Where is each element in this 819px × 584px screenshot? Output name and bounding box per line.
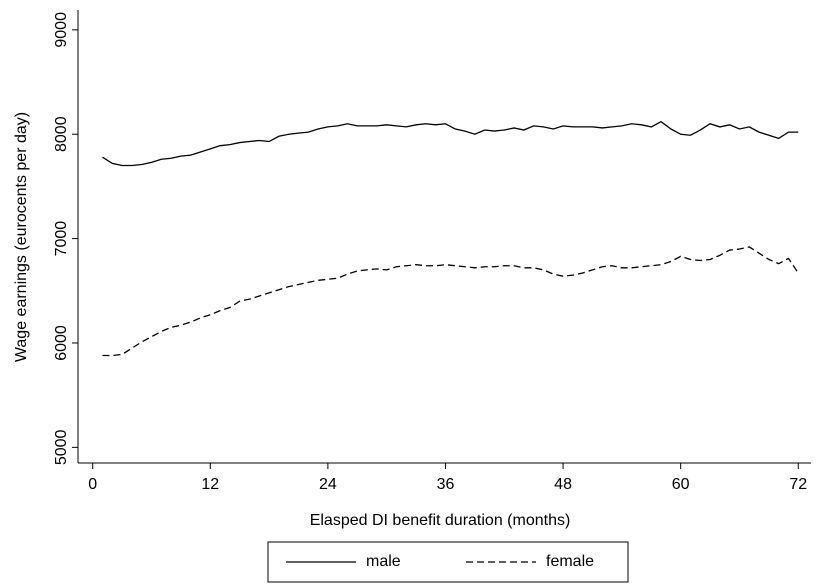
x-tick-label: 60 bbox=[672, 476, 690, 493]
x-tick-label: 72 bbox=[789, 476, 807, 493]
series-line bbox=[102, 246, 799, 357]
x-tick-label: 12 bbox=[201, 476, 219, 493]
legend-label: female bbox=[546, 553, 594, 570]
legend-label: male bbox=[366, 553, 401, 570]
y-tick-label: 6000 bbox=[53, 325, 70, 361]
y-tick-label: 7000 bbox=[53, 221, 70, 257]
y-tick-label: 5000 bbox=[53, 429, 70, 465]
y-axis-title: Wage earnings (eurocents per day) bbox=[13, 112, 30, 362]
x-tick-label: 0 bbox=[88, 476, 97, 493]
y-tick-label: 9000 bbox=[53, 12, 70, 48]
x-tick-label: 36 bbox=[437, 476, 455, 493]
series-line bbox=[102, 120, 799, 167]
x-tick-label: 24 bbox=[319, 476, 337, 493]
y-tick-label: 8000 bbox=[53, 116, 70, 152]
x-tick-label: 48 bbox=[554, 476, 572, 493]
x-axis-title: Elasped DI benefit duration (months) bbox=[310, 512, 571, 529]
